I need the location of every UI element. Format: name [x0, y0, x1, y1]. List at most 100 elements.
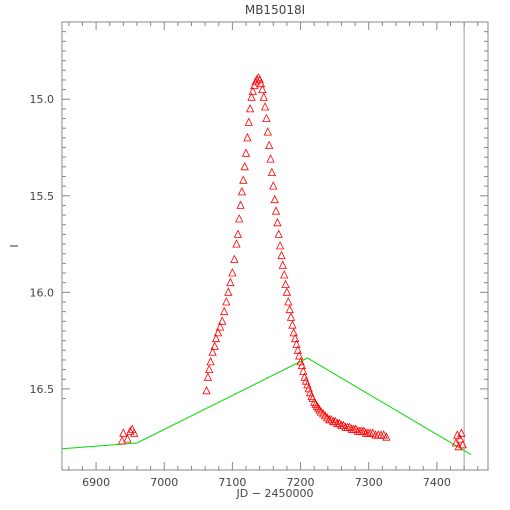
data-point-triangle [458, 440, 467, 449]
data-point-triangle [239, 175, 248, 184]
data-point-triangle [281, 279, 290, 288]
data-point-triangle [224, 287, 233, 296]
x-tick-label: 7400 [423, 476, 451, 489]
x-axis-label: JD − 2450000 [236, 487, 314, 500]
chart-title: MB15018I [245, 3, 305, 17]
data-point-triangle [286, 312, 296, 321]
data-point-triangle [382, 432, 391, 441]
x-tick-label: 7200 [287, 476, 315, 489]
data-point-triangle [240, 161, 249, 171]
data-point-triangle [267, 167, 277, 176]
data-point-triangle [335, 418, 344, 428]
x-tick-label: 7300 [355, 476, 383, 489]
plot-frame [61, 21, 489, 471]
data-point-triangle [247, 92, 256, 101]
data-point-triangle [248, 86, 257, 95]
data-point-triangle [282, 287, 292, 296]
data-point-triangle [277, 250, 286, 260]
data-point-triangle [285, 304, 294, 314]
data-point-triangle [210, 341, 219, 350]
data-point-triangle [290, 333, 300, 343]
data-point-triangle [320, 411, 330, 420]
data-point-triangle [275, 241, 285, 250]
data-point-triangle [359, 426, 369, 435]
data-point-triangle [271, 206, 281, 215]
data-point-triangle [455, 434, 465, 443]
data-points [117, 73, 467, 451]
data-point-triangle [218, 316, 227, 325]
data-point-triangle [119, 428, 128, 437]
x-tick-label: 6900 [82, 476, 110, 489]
data-point-triangle [233, 229, 243, 238]
y-tick-label: 16.5 [30, 383, 55, 396]
data-point-triangle [299, 366, 308, 375]
data-point-triangle [243, 133, 252, 142]
data-point-triangle [273, 217, 282, 227]
data-point-triangle [205, 364, 214, 373]
data-point-triangle [274, 229, 283, 238]
data-point-triangle [345, 422, 354, 431]
data-point-triangle [237, 187, 247, 196]
data-point-triangle [232, 239, 241, 248]
data-point-triangle [215, 322, 225, 331]
data-point-triangle [202, 385, 211, 395]
data-point-triangle [226, 277, 235, 287]
data-point-triangle [457, 428, 466, 437]
x-tick-label: 7100 [218, 476, 246, 489]
data-point-triangle [288, 320, 297, 329]
data-point-triangle [278, 260, 287, 269]
data-point-triangle [254, 73, 263, 82]
data-point-triangle [327, 414, 336, 424]
data-point-triangle [126, 426, 135, 435]
data-point-triangle [312, 401, 322, 410]
data-point-triangle [241, 148, 251, 157]
data-point-triangle [256, 78, 266, 88]
data-point-triangle [203, 372, 213, 381]
data-point-triangle [259, 92, 268, 101]
data-point-triangle [244, 117, 253, 126]
data-point-triangle [206, 357, 215, 366]
y-axis-label: I [8, 244, 21, 247]
data-point-triangle [351, 424, 360, 433]
data-point-triangle [265, 140, 274, 149]
data-point-triangle [316, 407, 326, 416]
plot-area [61, 22, 472, 470]
y-tick-label: 15.5 [30, 190, 55, 203]
data-point-triangle [318, 409, 328, 418]
data-point-triangle [128, 424, 137, 433]
data-point-triangle [263, 127, 272, 136]
data-point-triangle [295, 351, 304, 360]
data-point-triangle [213, 328, 223, 337]
y-tick-label: 15.0 [30, 93, 55, 106]
data-point-triangle [235, 214, 244, 223]
data-point-triangle [297, 360, 307, 370]
y-tick-label: 16.0 [30, 286, 55, 299]
data-point-triangle [322, 413, 332, 422]
data-point-triangle [230, 254, 239, 263]
data-point-triangle [211, 333, 221, 343]
data-point-triangle [220, 306, 229, 316]
data-point-triangle [292, 339, 301, 348]
data-point-triangle [289, 328, 298, 337]
axis-ticks: 6900 7000 7100 7200 7300 7400 15.0 15.5 16.0 16.5 [30, 22, 488, 489]
data-point-triangle [262, 113, 271, 122]
data-point-triangle [284, 297, 293, 306]
data-point-triangle [123, 434, 132, 443]
data-point-triangle [266, 154, 275, 163]
data-point-triangle [269, 181, 278, 190]
data-point-triangle [117, 436, 127, 445]
data-point-triangle [228, 268, 237, 277]
x-tick-label: 7000 [150, 476, 178, 489]
data-point-triangle [339, 420, 348, 429]
data-point-triangle [258, 84, 267, 93]
data-point-triangle [260, 102, 270, 111]
data-point-triangle [236, 200, 245, 209]
data-point-triangle [310, 397, 319, 406]
model-curve-line [61, 357, 472, 456]
data-point-triangle [280, 270, 289, 279]
data-point-triangle [130, 428, 139, 437]
data-point-triangle [208, 347, 217, 356]
data-point-triangle [293, 345, 302, 354]
data-point-triangle [222, 297, 231, 306]
